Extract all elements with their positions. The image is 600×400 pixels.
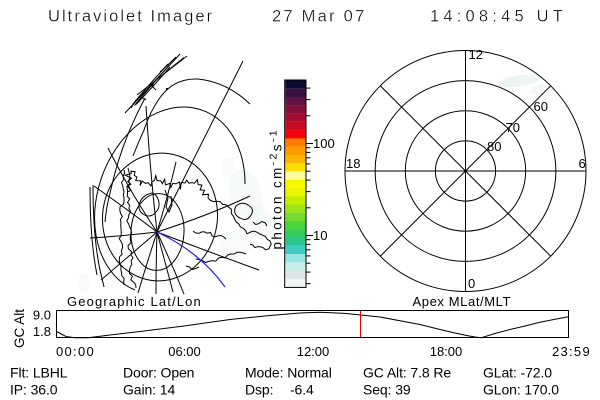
- svg-text:Apex MLat/MLT: Apex MLat/MLT: [413, 294, 512, 309]
- svg-text:-6.4: -6.4: [290, 382, 314, 398]
- svg-text:photon cm-2s-1: photon cm-2s-1: [268, 128, 285, 250]
- svg-text:6: 6: [579, 156, 586, 171]
- svg-text:1.8: 1.8: [33, 324, 51, 339]
- svg-text:60: 60: [534, 99, 548, 114]
- svg-text:06:00: 06:00: [168, 344, 201, 359]
- svg-text:Ultraviolet Imager: Ultraviolet Imager: [48, 8, 214, 26]
- svg-text:12:00: 12:00: [297, 344, 330, 359]
- svg-text:10: 10: [313, 228, 327, 243]
- svg-text:80: 80: [487, 139, 501, 154]
- svg-text:Seq: 39: Seq: 39: [363, 382, 411, 398]
- svg-text:Door: Open: Door: Open: [123, 365, 194, 381]
- svg-text:9.0: 9.0: [33, 308, 51, 323]
- svg-text:Dsp:: Dsp:: [245, 382, 273, 398]
- svg-text:GLon: 170.0: GLon: 170.0: [483, 382, 559, 398]
- svg-text:100: 100: [313, 136, 335, 151]
- svg-text:23:59: 23:59: [552, 344, 591, 359]
- svg-text:12: 12: [469, 47, 483, 62]
- svg-text:00:00: 00:00: [56, 344, 95, 359]
- svg-text:GC Alt: GC Alt: [12, 309, 27, 348]
- svg-text:18: 18: [346, 156, 360, 171]
- svg-text:GLat: -72.0: GLat: -72.0: [483, 365, 552, 381]
- svg-text:70: 70: [506, 120, 520, 135]
- svg-text:Gain: 14: Gain: 14: [123, 382, 175, 398]
- svg-text:IP: 36.0: IP: 36.0: [10, 382, 58, 398]
- svg-text:27 Mar 07: 27 Mar 07: [272, 8, 367, 26]
- svg-text:0: 0: [468, 276, 475, 291]
- svg-text:GC Alt: 7.8 Re: GC Alt: 7.8 Re: [363, 365, 451, 381]
- svg-text:18:00: 18:00: [430, 344, 463, 359]
- svg-text:Flt: LBHL: Flt: LBHL: [10, 365, 68, 381]
- svg-text:14:08:45 UT: 14:08:45 UT: [430, 8, 567, 26]
- svg-text:Mode: Normal: Mode: Normal: [245, 365, 332, 381]
- svg-text:Geographic Lat/Lon: Geographic Lat/Lon: [67, 294, 202, 309]
